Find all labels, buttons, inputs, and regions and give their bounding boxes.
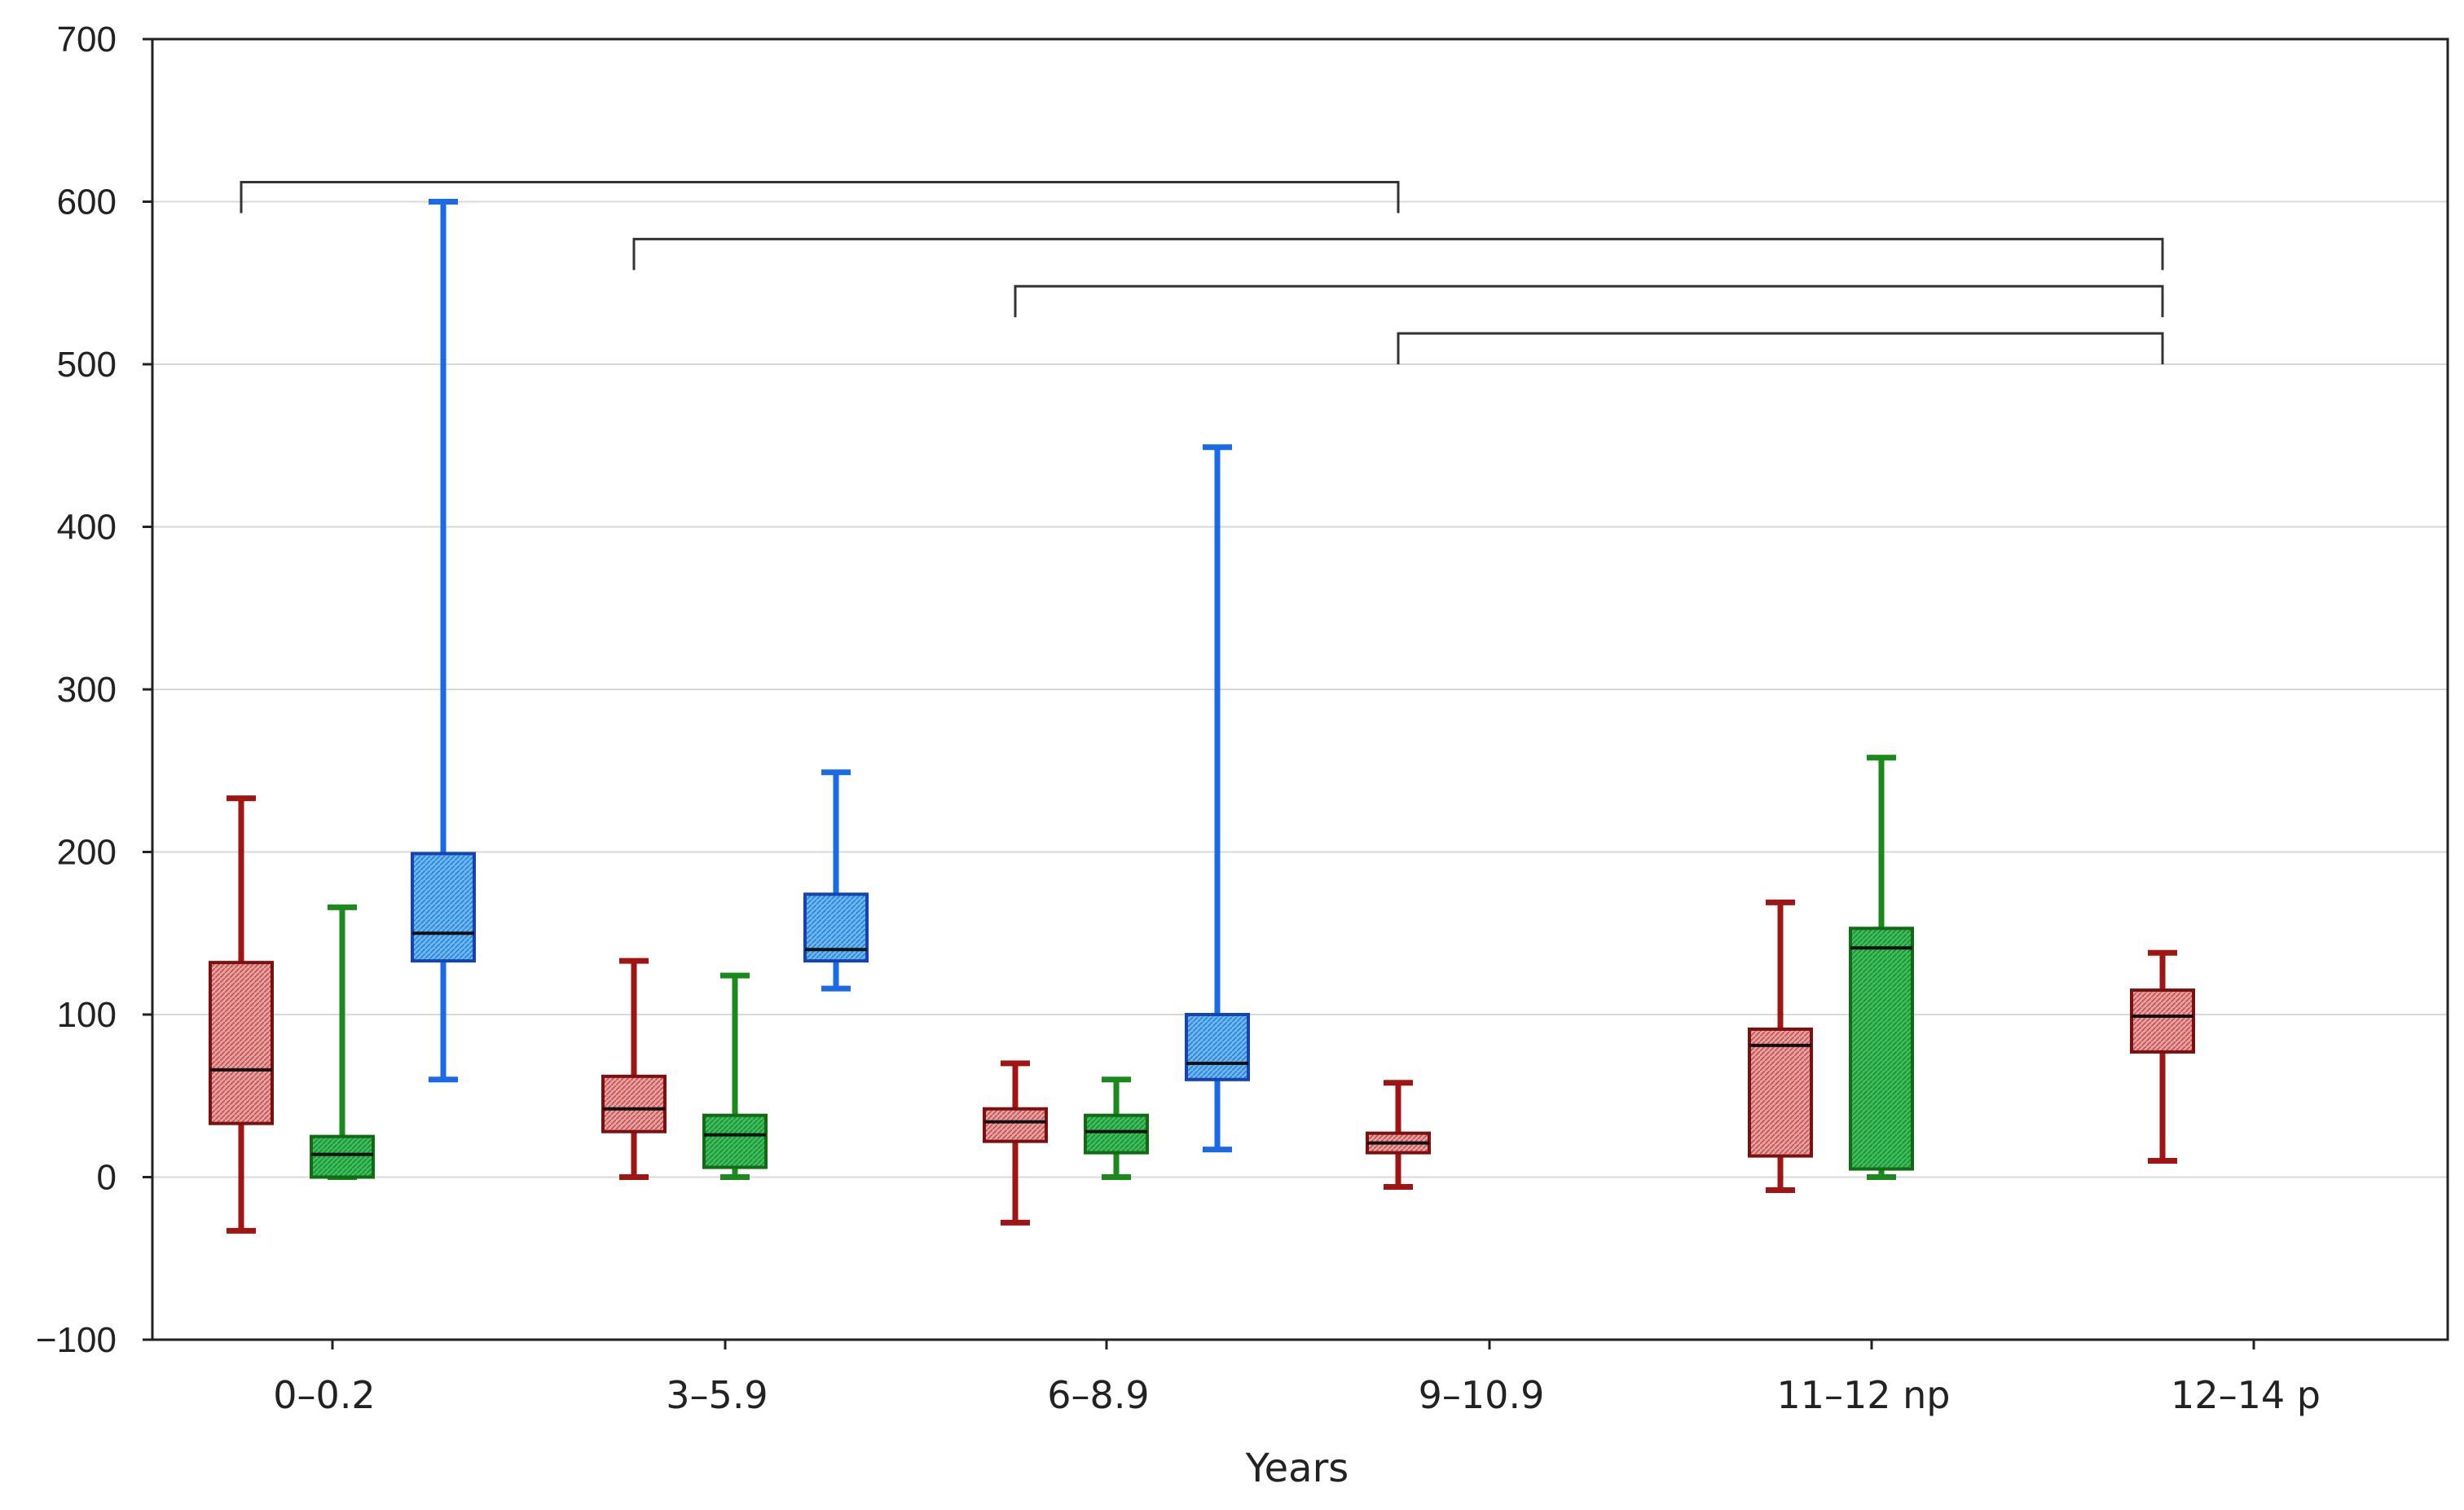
iqr-box xyxy=(1084,1113,1149,1155)
box-series xyxy=(209,199,2195,1234)
box-red xyxy=(209,795,274,1234)
iqr-box xyxy=(310,1134,375,1179)
x-tick-label: 6–8.9 xyxy=(1047,1373,1149,1417)
x-tick-label: 0–0.2 xyxy=(273,1373,375,1417)
box-blue xyxy=(411,199,476,1083)
iqr-box xyxy=(1748,1027,1813,1158)
x-axis: 0–0.2 3–5.9 6–8.9 9–10.9 11–12 np 12–14 p xyxy=(273,1340,2321,1417)
box-green xyxy=(1849,755,1914,1180)
iqr-box xyxy=(1849,927,1914,1171)
box-red xyxy=(2130,949,2195,1164)
iqr-box xyxy=(702,1113,768,1169)
grid-lines xyxy=(152,200,2448,1178)
iqr-box xyxy=(411,852,476,963)
iqr-box xyxy=(601,1074,667,1134)
significance-bracket xyxy=(632,237,2164,271)
box-green xyxy=(310,904,375,1180)
box-green xyxy=(1084,1076,1149,1180)
y-tick-label: 200 xyxy=(57,833,117,873)
y-tick-label: 700 xyxy=(57,20,117,59)
x-tick-label: 11–12 np xyxy=(1776,1373,1950,1417)
iqr-box xyxy=(2130,988,2195,1054)
significance-bracket xyxy=(1397,332,2164,365)
box-red xyxy=(983,1060,1048,1226)
y-tick-label: 400 xyxy=(57,508,117,548)
box-red xyxy=(1366,1080,1431,1190)
significance-brackets xyxy=(240,181,2164,365)
box-blue xyxy=(803,769,869,992)
iqr-box xyxy=(209,961,274,1125)
y-tick-label: −100 xyxy=(36,1320,117,1360)
box-blue xyxy=(1185,444,1250,1153)
iqr-box xyxy=(983,1107,1048,1143)
y-tick-label: 300 xyxy=(57,670,117,710)
box-red xyxy=(601,958,667,1180)
x-tick-label: 12–14 p xyxy=(2171,1373,2321,1417)
y-tick-label: 100 xyxy=(57,995,117,1035)
x-tick-label: 9–10.9 xyxy=(1419,1373,1545,1417)
y-axis: −100 0 100 200 300 400 500 600 700 xyxy=(36,20,152,1360)
y-tick-label: 0 xyxy=(97,1158,117,1198)
x-axis-title: Years xyxy=(1245,1446,1349,1491)
significance-bracket xyxy=(240,181,1400,214)
iqr-box xyxy=(1185,1013,1250,1081)
box-red xyxy=(1748,899,1813,1193)
significance-bracket xyxy=(1014,284,2164,318)
box-green xyxy=(702,972,768,1180)
y-tick-label: 500 xyxy=(57,345,117,385)
x-tick-label: 3–5.9 xyxy=(666,1373,768,1417)
y-tick-label: 600 xyxy=(57,183,117,222)
